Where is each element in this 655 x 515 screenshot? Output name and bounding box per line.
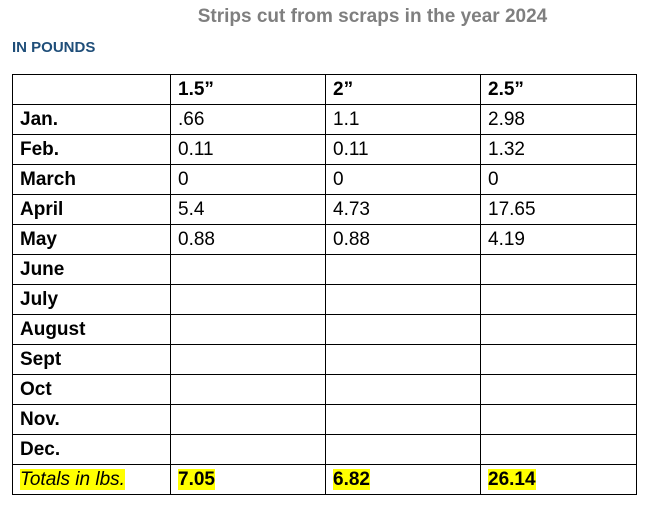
- value-cell: 4.19: [480, 224, 637, 255]
- month-cell: June: [12, 254, 171, 285]
- value-cell: [480, 284, 637, 315]
- month-cell: Dec.: [12, 434, 171, 465]
- value-cell: [480, 254, 637, 285]
- table-row: April 5.4 4.73 17.65: [12, 194, 637, 225]
- month-cell: August: [12, 314, 171, 345]
- value-cell: [325, 434, 481, 465]
- total-value: 6.82: [333, 468, 370, 490]
- units-label: IN POUNDS: [12, 39, 96, 56]
- totals-label-cell: Totals in lbs.: [12, 464, 171, 495]
- value-cell: [325, 254, 481, 285]
- table-row: August: [12, 314, 637, 345]
- table-row: Oct: [12, 374, 637, 405]
- totals-row: Totals in lbs. 7.05 6.82 26.14: [12, 464, 637, 495]
- month-cell: Feb.: [12, 134, 171, 165]
- value-cell: 0: [325, 164, 481, 195]
- value-cell: [325, 344, 481, 375]
- header-cell-1-5: 1.5”: [170, 74, 326, 105]
- month-cell: Oct: [12, 374, 171, 405]
- value-cell: [170, 284, 326, 315]
- value-cell: [170, 434, 326, 465]
- value-cell: .66: [170, 104, 326, 135]
- value-cell: [480, 404, 637, 435]
- value-cell: [170, 404, 326, 435]
- value-cell: [325, 284, 481, 315]
- value-cell: [480, 344, 637, 375]
- month-cell: Jan.: [12, 104, 171, 135]
- value-cell: 1.32: [480, 134, 637, 165]
- value-cell: 0.88: [170, 224, 326, 255]
- value-cell: 0.11: [170, 134, 326, 165]
- total-cell: 7.05: [170, 464, 326, 495]
- value-cell: [480, 374, 637, 405]
- month-cell: April: [12, 194, 171, 225]
- value-cell: [170, 344, 326, 375]
- value-cell: [170, 314, 326, 345]
- value-cell: 0: [170, 164, 326, 195]
- document-title: Strips cut from scraps in the year 2024: [197, 6, 548, 27]
- month-cell: March: [12, 164, 171, 195]
- header-row: 1.5” 2” 2.5”: [12, 74, 637, 105]
- value-cell: 0: [480, 164, 637, 195]
- month-cell: Sept: [12, 344, 171, 375]
- value-cell: [170, 254, 326, 285]
- month-cell: Nov.: [12, 404, 171, 435]
- totals-label: Totals in lbs.: [20, 468, 125, 490]
- value-cell: 2.98: [480, 104, 637, 135]
- value-cell: [325, 374, 481, 405]
- total-cell: 6.82: [325, 464, 481, 495]
- value-cell: 0.11: [325, 134, 481, 165]
- value-cell: 1.1: [325, 104, 481, 135]
- table-row: Feb. 0.11 0.11 1.32: [12, 134, 637, 165]
- month-cell: July: [12, 284, 171, 315]
- table-row: July: [12, 284, 637, 315]
- value-cell: [480, 314, 637, 345]
- value-cell: 4.73: [325, 194, 481, 225]
- table-row: Dec.: [12, 434, 637, 465]
- value-cell: 17.65: [480, 194, 637, 225]
- value-cell: 5.4: [170, 194, 326, 225]
- table-row: March 0 0 0: [12, 164, 637, 195]
- value-cell: [170, 374, 326, 405]
- total-value: 26.14: [488, 468, 536, 490]
- header-cell-2: 2”: [325, 74, 481, 105]
- strips-table: 1.5” 2” 2.5” Jan. .66 1.1 2.98 Feb. 0.11…: [12, 74, 637, 495]
- value-cell: 0.88: [325, 224, 481, 255]
- table-row: Sept: [12, 344, 637, 375]
- table-row: Jan. .66 1.1 2.98: [12, 104, 637, 135]
- month-cell: May: [12, 224, 171, 255]
- total-cell: 26.14: [480, 464, 637, 495]
- header-cell-empty: [12, 74, 171, 105]
- table-row: Nov.: [12, 404, 637, 435]
- value-cell: [480, 434, 637, 465]
- total-value: 7.05: [178, 468, 215, 490]
- header-cell-2-5: 2.5”: [480, 74, 637, 105]
- value-cell: [325, 314, 481, 345]
- table-row: May 0.88 0.88 4.19: [12, 224, 637, 255]
- value-cell: [325, 404, 481, 435]
- table-row: June: [12, 254, 637, 285]
